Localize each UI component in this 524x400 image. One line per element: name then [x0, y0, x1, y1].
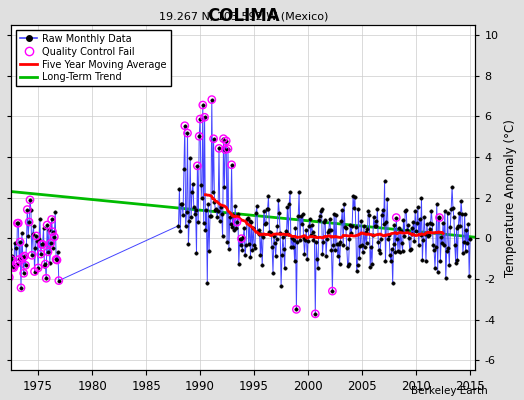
- Legend: Raw Monthly Data, Quality Control Fail, Five Year Moving Average, Long-Term Tren: Raw Monthly Data, Quality Control Fail, …: [16, 30, 171, 86]
- Point: [53, 257, 61, 263]
- Point: [14, 220, 23, 226]
- Point: [392, 214, 400, 221]
- Point: [37, 251, 45, 257]
- Point: [19, 270, 28, 276]
- Point: [38, 241, 47, 248]
- Point: [237, 236, 246, 242]
- Point: [48, 228, 57, 235]
- Point: [38, 241, 46, 248]
- Point: [20, 253, 29, 259]
- Point: [43, 222, 51, 228]
- Point: [233, 219, 241, 225]
- Point: [311, 311, 320, 317]
- Text: Berkeley Earth: Berkeley Earth: [411, 386, 487, 396]
- Point: [52, 256, 60, 262]
- Point: [5, 274, 14, 280]
- Point: [210, 136, 218, 142]
- Point: [220, 136, 228, 142]
- Point: [15, 256, 24, 263]
- Point: [328, 288, 336, 294]
- Point: [2, 263, 10, 269]
- Point: [28, 252, 36, 258]
- Point: [7, 256, 15, 263]
- Point: [181, 122, 189, 129]
- Point: [16, 239, 24, 245]
- Point: [200, 114, 209, 120]
- Point: [19, 254, 27, 260]
- Point: [54, 278, 63, 284]
- Point: [215, 145, 223, 152]
- Point: [23, 206, 31, 213]
- Text: 19.267 N, 103.592 W (Mexico): 19.267 N, 103.592 W (Mexico): [159, 12, 328, 22]
- Point: [183, 130, 192, 136]
- Point: [47, 240, 55, 246]
- Point: [30, 268, 39, 275]
- Point: [222, 138, 231, 144]
- Point: [9, 264, 18, 271]
- Point: [435, 214, 444, 221]
- Point: [50, 234, 59, 240]
- Point: [47, 216, 56, 223]
- Point: [13, 260, 21, 267]
- Point: [224, 146, 232, 152]
- Point: [292, 306, 301, 312]
- Point: [26, 197, 34, 203]
- Point: [195, 133, 203, 140]
- Point: [32, 233, 40, 239]
- Point: [221, 146, 230, 153]
- Point: [196, 116, 204, 122]
- Point: [44, 249, 52, 255]
- Point: [17, 285, 25, 291]
- Y-axis label: Temperature Anomaly (°C): Temperature Anomaly (°C): [504, 119, 517, 276]
- Point: [227, 162, 236, 168]
- Title: COLIMA: COLIMA: [207, 7, 280, 25]
- Point: [9, 263, 17, 270]
- Point: [13, 220, 21, 226]
- Point: [208, 96, 216, 103]
- Point: [193, 163, 202, 169]
- Point: [25, 219, 34, 225]
- Point: [199, 102, 207, 108]
- Point: [41, 261, 49, 267]
- Point: [42, 275, 50, 282]
- Point: [34, 265, 42, 271]
- Point: [21, 262, 30, 268]
